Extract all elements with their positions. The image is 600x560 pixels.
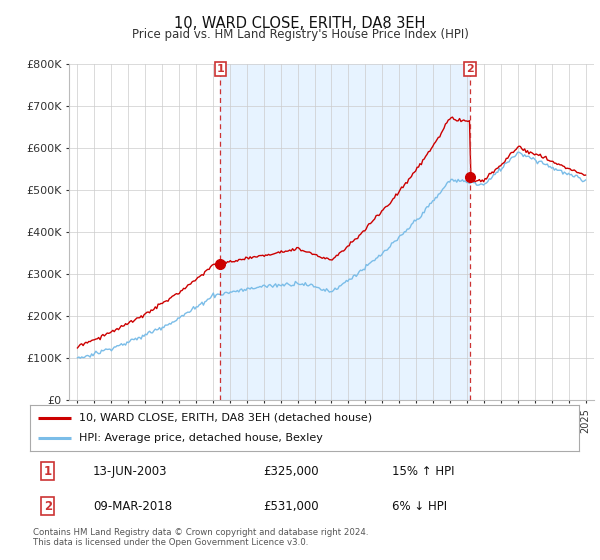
Text: 15% ↑ HPI: 15% ↑ HPI [392,465,455,478]
Text: £531,000: £531,000 [263,500,319,512]
Text: 2: 2 [466,64,474,74]
Text: Contains HM Land Registry data © Crown copyright and database right 2024.
This d: Contains HM Land Registry data © Crown c… [33,528,368,547]
Text: 1: 1 [217,64,224,74]
Text: HPI: Average price, detached house, Bexley: HPI: Average price, detached house, Bexl… [79,433,323,444]
Text: 09-MAR-2018: 09-MAR-2018 [93,500,172,512]
Text: £325,000: £325,000 [263,465,319,478]
Text: Price paid vs. HM Land Registry's House Price Index (HPI): Price paid vs. HM Land Registry's House … [131,28,469,41]
Text: 6% ↓ HPI: 6% ↓ HPI [392,500,448,512]
Text: 10, WARD CLOSE, ERITH, DA8 3EH (detached house): 10, WARD CLOSE, ERITH, DA8 3EH (detached… [79,413,373,423]
Text: 10, WARD CLOSE, ERITH, DA8 3EH: 10, WARD CLOSE, ERITH, DA8 3EH [175,16,425,31]
Text: 2: 2 [44,500,52,512]
Text: 1: 1 [44,465,52,478]
Text: 13-JUN-2003: 13-JUN-2003 [93,465,167,478]
